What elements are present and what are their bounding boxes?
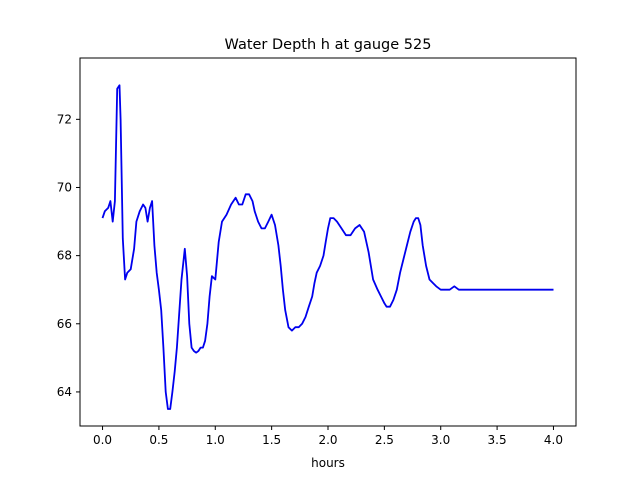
x-tick-label: 1.0 [206, 433, 225, 447]
plot-lines [101, 84, 554, 410]
x-tick-label: 3.0 [431, 433, 450, 447]
y-tick-label: 66 [57, 317, 72, 331]
series-line [101, 84, 554, 410]
x-tick-label: 3.5 [488, 433, 507, 447]
x-tick-label: 0.5 [149, 433, 168, 447]
y-tick-label: 68 [57, 249, 72, 263]
x-axis-title: hours [311, 456, 345, 470]
chart-title: Water Depth h at gauge 525 [225, 37, 432, 53]
y-tick-label: 72 [57, 112, 72, 126]
x-tick-label: 2.5 [375, 433, 394, 447]
y-tick-label: 64 [57, 385, 72, 399]
x-tick-label: 1.5 [262, 433, 281, 447]
y-axis: 64 66 68 70 72 [57, 112, 80, 399]
x-tick-label: 4.0 [544, 433, 563, 447]
x-tick-label: 2.0 [318, 433, 337, 447]
y-tick-label: 70 [57, 180, 72, 194]
x-tick-label: 0.0 [93, 433, 112, 447]
x-axis: 0.0 0.5 1.0 1.5 2.0 2.5 3.0 3.5 4.0 [93, 426, 563, 447]
